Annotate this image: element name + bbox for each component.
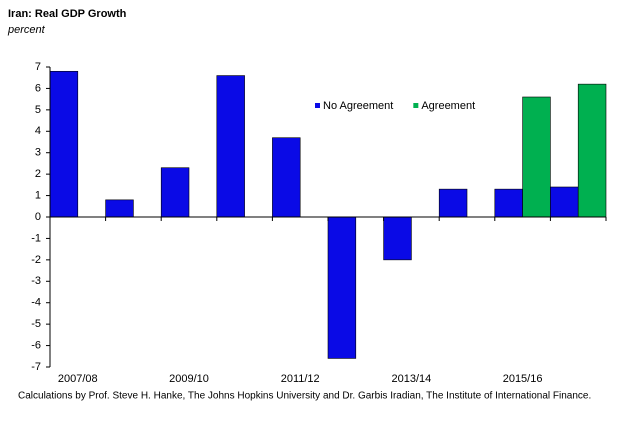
y-tick-label: 7 xyxy=(35,61,41,73)
bar xyxy=(216,75,245,218)
x-tick-label: 2009/10 xyxy=(169,373,209,385)
bar xyxy=(550,186,579,218)
bar xyxy=(272,137,301,218)
chart-title: Iran: Real GDP Growth xyxy=(8,8,127,20)
y-tick-label: -1 xyxy=(31,232,41,244)
chart-subtitle: percent xyxy=(7,24,46,36)
y-tick-label: -3 xyxy=(31,275,41,287)
y-tick-label: -2 xyxy=(31,254,41,266)
y-tick-label: 5 xyxy=(35,104,41,116)
x-tick-label: 2015/16 xyxy=(503,373,543,385)
y-tick-label: 2 xyxy=(35,168,41,180)
y-tick-label: 4 xyxy=(35,125,41,137)
legend-label: Agreement xyxy=(421,100,475,112)
y-tick-label: -6 xyxy=(31,339,41,351)
x-tick-label: 2013/14 xyxy=(392,373,432,385)
legend-swatch xyxy=(413,103,419,108)
bar xyxy=(438,188,468,218)
bar xyxy=(577,83,607,218)
bar xyxy=(160,167,190,218)
bar xyxy=(522,96,551,218)
x-tick-label: 2007/08 xyxy=(58,373,98,385)
bar xyxy=(49,70,79,218)
y-tick-label: 1 xyxy=(35,189,41,201)
x-tick-label: 2011/12 xyxy=(281,373,320,385)
y-tick-label: -4 xyxy=(31,297,41,309)
y-tick-label: 0 xyxy=(35,211,41,223)
legend-label: No Agreement xyxy=(323,100,393,112)
bar xyxy=(327,216,357,359)
y-tick-label: 3 xyxy=(35,147,41,159)
bar xyxy=(105,199,134,218)
y-tick-label: -5 xyxy=(31,318,41,330)
bar xyxy=(494,188,523,218)
legend-swatch xyxy=(315,103,320,108)
y-tick-label: 6 xyxy=(35,82,41,94)
source-note: Calculations by Prof. Steve H. Hanke, Th… xyxy=(18,391,591,402)
bar xyxy=(383,216,412,261)
y-tick-label: -7 xyxy=(31,361,41,373)
